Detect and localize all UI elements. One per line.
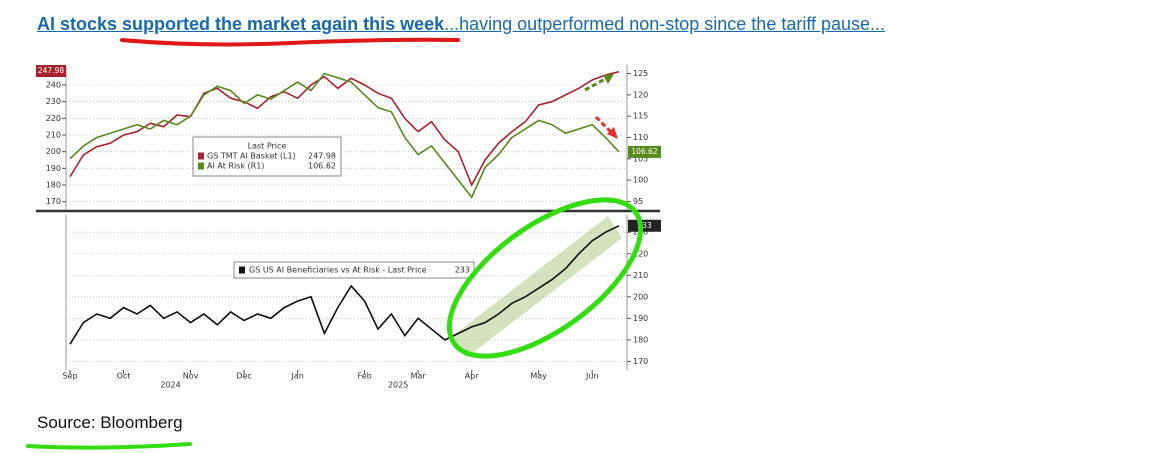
x-tick-label: May [530,372,547,381]
x-tick-label: Dec [236,372,251,381]
red-arrowhead [607,127,618,139]
legend-title: Last Price [248,142,287,151]
y2-tick-label: 95 [633,197,643,206]
headline-rest: ...having outperformed non-stop since th… [444,14,886,34]
last-value-label: 106.62 [631,147,657,156]
plots: 170 180 190 200 210 220 230 240 95 100 105 110 115 12… [36,65,661,390]
trend-channel [450,216,622,358]
last-value-label: 233 [637,221,652,230]
y2-tick-label: 100 [633,176,648,185]
y-tick-label: 230 [46,97,61,106]
last-value-label: 247.98 [38,66,64,75]
legend-swatch [198,152,204,160]
y-tick-label: 180 [46,181,61,190]
y-tick-label: 210 [46,131,61,140]
x-tick-label: Sep [62,372,77,381]
series-line [69,70,620,187]
y2-tick-label: 115 [633,112,648,121]
green-arrowhead [603,74,614,84]
y2-tick-label: 105 [633,154,648,163]
y-tick-label: 180 [633,335,648,344]
red-underline [120,37,460,47]
x-tick-label: Jan [290,372,303,381]
y-tick-label: 190 [633,314,648,323]
headline-bold: AI stocks supported the market again thi… [37,14,445,34]
y-tick-label: 220 [46,114,61,123]
legend-value: 247.98 [308,152,336,161]
legend-swatch [239,266,245,274]
last-value-tag [36,65,66,77]
y-tick-label: 200 [46,147,61,156]
source-note: Source: Bloomberg [37,413,183,432]
x-tick-label: Feb [357,372,371,381]
headline-link[interactable]: AI stocks supported the market again thi… [37,14,885,35]
green-underline [26,442,192,450]
legend-label: AI At Risk (R1) [207,162,264,171]
legend-label: GS TMT AI Basket (L1) [207,152,296,161]
year-label: 2024 [160,381,180,390]
y2-tick-label: 110 [633,133,648,142]
y-tick-label: 190 [46,164,61,173]
green-circle [446,197,644,359]
y2-tick-label: 125 [633,69,648,78]
x-tick-label: Oct [117,372,131,381]
legend-value: 233 [455,266,470,275]
y-tick-label: 240 [46,81,61,90]
year-label: 2025 [388,381,408,390]
y2-tick-label: 120 [633,90,648,99]
chart-background [36,60,660,395]
x-tick-label: Jun [585,372,599,381]
y-tick-label: 210 [633,271,648,280]
y-tick-label: 170 [46,197,61,206]
legend-box [192,136,342,177]
x-tick-label: Apr [465,372,480,381]
series-line [69,72,620,199]
last-value-tag [628,145,661,158]
y-tick-label: 200 [633,292,648,301]
legend-value: 106.62 [308,162,336,171]
red-arrow [594,115,613,134]
y-tick-label: 220 [633,249,648,258]
legend-swatch [198,162,204,170]
y-tick-label: 170 [633,357,648,366]
last-value-tag [628,219,661,232]
x-tick-label: Mar [411,372,427,381]
legend-label: GS US AI Beneficiaries vs At Risk - Last… [249,266,427,275]
series-line [69,225,620,345]
x-tick-label: Nov [183,372,199,381]
green-arrow [584,76,608,92]
